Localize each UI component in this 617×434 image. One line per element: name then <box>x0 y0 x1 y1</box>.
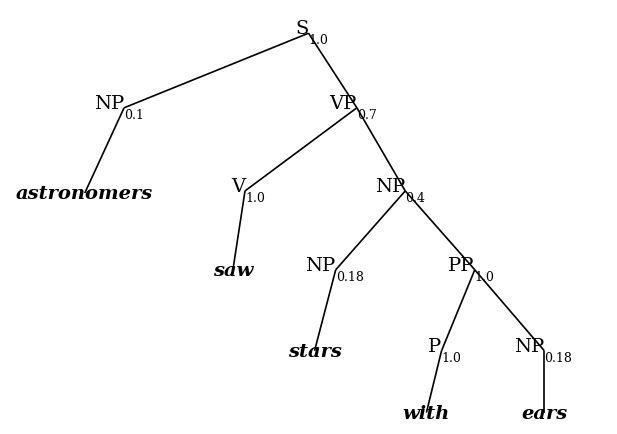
Text: NP: NP <box>375 178 405 195</box>
Text: NP: NP <box>305 256 336 274</box>
Text: 1.0: 1.0 <box>308 34 328 47</box>
Text: PP: PP <box>449 256 475 274</box>
Text: with: with <box>403 404 450 421</box>
Text: NP: NP <box>94 95 124 112</box>
Text: NP: NP <box>514 337 544 355</box>
Text: 1.0: 1.0 <box>442 351 462 364</box>
Text: 0.4: 0.4 <box>405 191 425 204</box>
Text: 0.18: 0.18 <box>336 270 363 283</box>
Text: V: V <box>231 178 245 195</box>
Text: 1.0: 1.0 <box>245 191 265 204</box>
Text: 0.7: 0.7 <box>357 108 376 122</box>
Text: 1.0: 1.0 <box>475 270 495 283</box>
Text: ears: ears <box>521 404 568 421</box>
Text: VP: VP <box>329 95 357 112</box>
Text: saw: saw <box>213 261 253 279</box>
Text: 0.1: 0.1 <box>124 108 144 122</box>
Text: 0.18: 0.18 <box>544 351 572 364</box>
Text: astronomers: astronomers <box>16 184 154 203</box>
Text: P: P <box>428 337 442 355</box>
Text: S: S <box>296 20 308 38</box>
Text: stars: stars <box>288 342 341 360</box>
